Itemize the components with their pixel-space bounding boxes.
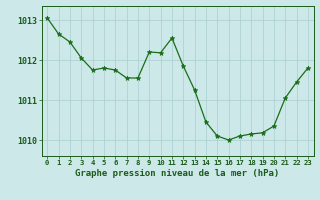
X-axis label: Graphe pression niveau de la mer (hPa): Graphe pression niveau de la mer (hPa) <box>76 169 280 178</box>
